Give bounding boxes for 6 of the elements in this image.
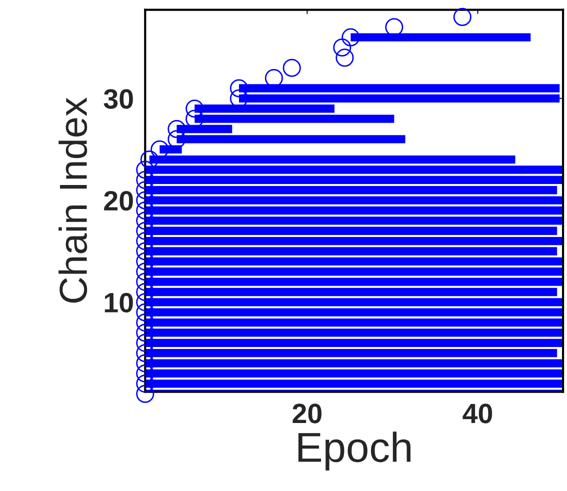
y-axis-title: Chain Index bbox=[58, 97, 88, 303]
y-tick-label: 10 bbox=[104, 292, 133, 313]
y-tick-label: 30 bbox=[104, 89, 133, 109]
x-axis-title: Epoch bbox=[298, 432, 410, 470]
y-tick-label: 20 bbox=[104, 190, 133, 211]
x-tick-label: 40 bbox=[462, 404, 492, 424]
